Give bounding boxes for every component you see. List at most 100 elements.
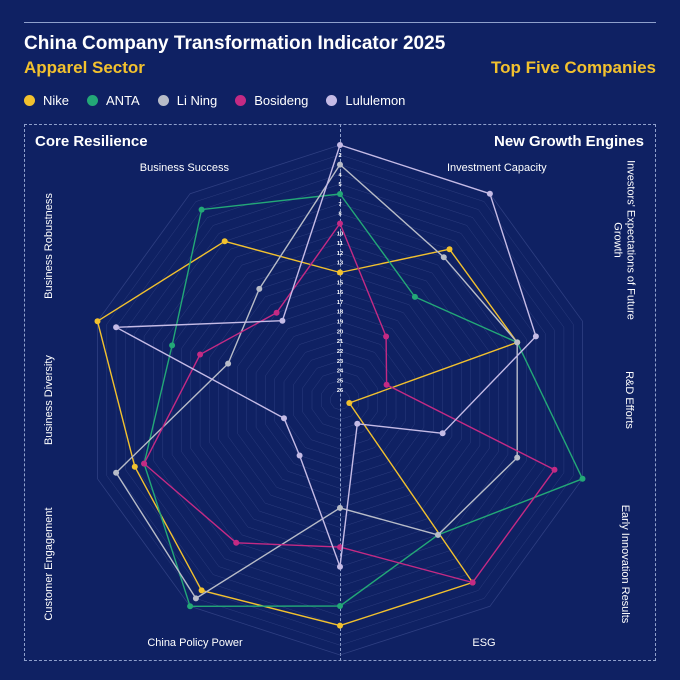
section-label-new-growth-engines: New Growth Engines [493,133,644,150]
rank-tick-label: 2 [338,153,341,159]
center-divider [340,124,341,661]
data-point-li-ning [435,531,441,538]
data-point-li-ning [113,469,120,476]
data-point-bosideng [551,466,558,473]
axis-label: Business Robustness [43,193,55,299]
legend-label-nike: Nike [43,93,70,108]
axis-label: ESG [472,637,495,649]
data-point-li-ning [514,454,521,461]
grid-ring [227,282,453,518]
data-point-nike [346,400,353,406]
data-point-nike [221,238,228,245]
rank-tick-label: 20 [337,329,343,335]
data-point-nike [446,246,453,253]
data-point-anta [187,603,194,610]
legend-dot-bosideng [235,95,247,106]
legend-dot-lululemon [326,95,338,106]
data-point-anta [411,293,418,300]
data-point-lululemon [337,563,343,570]
data-point-lululemon [486,190,493,197]
grid-ring [311,370,369,430]
chart-title: China Company Transformation Indicator 2… [24,33,446,54]
section-label-core-resilience: Core Resilience [35,133,148,150]
companies-subtitle: Top Five Companies [491,58,656,77]
data-point-lululemon [354,420,361,427]
legend-dot-nike [24,95,35,106]
rank-tick-label: 24 [337,369,344,375]
data-point-bosideng [273,309,280,316]
data-point-li-ning [192,595,199,602]
axis-label: Investors' Expectations of FutureGrowth [611,160,636,320]
axis-label: Business Diversity [43,355,55,445]
data-point-anta [198,206,205,213]
legend-item-bosideng: Bosideng [235,93,308,108]
rank-tick-label: 21 [337,339,343,345]
legend-dot-anta [87,95,99,106]
legend-label-li-ning: Li Ning [176,93,218,108]
data-point-anta [169,342,176,349]
axis-label: R&D Efforts [623,371,635,429]
legend-label-lululemon: Lululemon [345,93,406,108]
grid-ring [171,223,509,577]
data-point-lululemon [279,317,286,324]
data-point-li-ning [256,285,263,292]
legend-label-bosideng: Bosideng [254,93,309,108]
grid-ring [97,144,583,656]
data-point-nike [198,587,205,594]
data-point-bosideng [233,539,240,546]
data-point-bosideng [197,351,204,358]
rank-tick-label: 15 [337,280,343,286]
axis-label: Business Success [140,162,230,174]
rank-tick-label: 13 [337,261,343,267]
legend-item-lululemon: Lululemon [326,93,405,108]
grid-ring [134,183,546,617]
grid-ring [265,321,415,479]
data-point-lululemon [532,333,539,340]
data-point-bosideng [337,220,343,227]
rank-tick-label: 19 [337,320,343,326]
data-point-li-ning [225,360,232,367]
rank-tick-label: 17 [337,300,343,306]
grid-ring [302,360,378,440]
data-point-li-ning [514,339,521,346]
legend-label-anta: ANTA [106,93,140,108]
data-point-lululemon [296,452,303,459]
data-point-lululemon [439,430,446,437]
data-point-li-ning [440,254,447,261]
legend-item-nike: Nike [24,93,69,108]
series-line-li-ning [115,163,518,600]
data-point-anta [579,475,586,482]
data-point-anta [337,603,343,609]
data-point-nike [337,269,343,276]
legend-dot-li-ning [157,95,169,106]
grid-ring [283,340,397,460]
grid-ring [330,389,350,411]
top-rule [24,22,656,23]
grid-ring [115,164,565,636]
grid-ring [274,331,406,469]
rank-tick-label: 5 [338,182,341,188]
rank-tick-label: 22 [337,349,343,355]
legend-item-li-ning: Li Ning [157,93,218,108]
grid-ring [321,380,359,420]
grid-ring [293,350,387,450]
data-point-anta [337,191,343,197]
grid-ring [246,301,434,499]
rank-tick-label: 18 [337,310,343,316]
rank-tick-label: 8 [338,212,341,218]
rank-tick-label: 16 [337,290,343,296]
rank-tick-label: 4 [338,172,342,178]
rank-tick-label: 11 [337,241,343,247]
legend-item-anta: ANTA [87,93,140,108]
grid-ring [218,272,462,528]
rank-tick-label: 26 [337,388,343,394]
grid-ring [190,242,490,558]
data-point-lululemon [281,415,287,422]
axis-label: Early Innovation Results [619,505,631,624]
rank-tick-label: 25 [337,378,343,384]
rank-tick-label: 23 [337,359,343,365]
sector-subtitle: Apparel Sector [24,58,145,77]
axis-label: China Policy Power [147,637,243,649]
rank-tick-label: 12 [337,251,343,257]
